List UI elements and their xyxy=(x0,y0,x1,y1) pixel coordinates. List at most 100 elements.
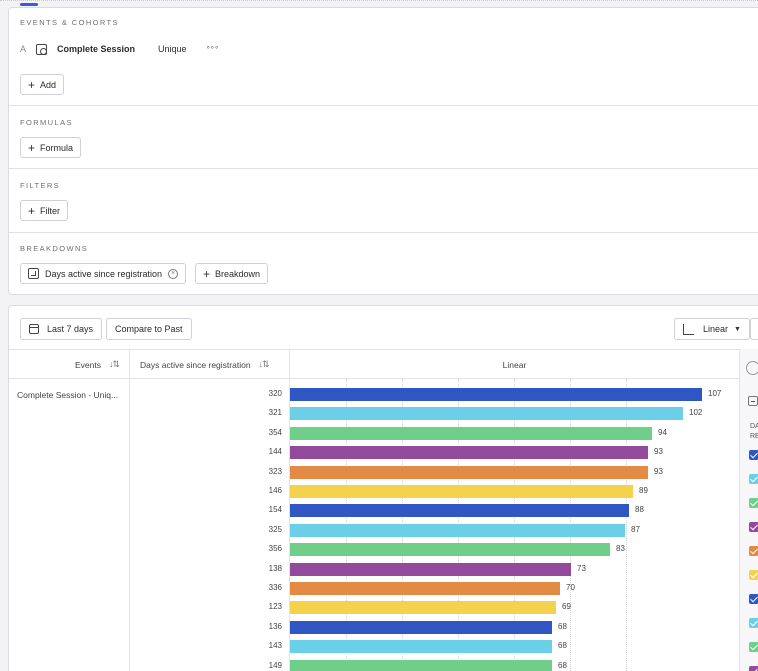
section-divider xyxy=(9,105,758,106)
event-letter: A xyxy=(20,44,27,54)
bar-value-label: 93 xyxy=(654,466,663,476)
sort-icon[interactable]: ↓⇅ xyxy=(108,359,120,369)
event-name[interactable]: Complete Session xyxy=(57,44,136,54)
legend-checkbox[interactable] xyxy=(749,594,758,604)
axis-icon xyxy=(683,323,694,335)
add-filter-label: Filter xyxy=(40,205,61,216)
bar[interactable] xyxy=(290,504,629,518)
date-range-label: Last 7 days xyxy=(47,324,94,334)
compare-to-past-button[interactable]: Compare to Past xyxy=(106,318,192,340)
query-builder-panel: EVENTS & COHORTS A Complete Session Uniq… xyxy=(8,7,758,295)
breakdown-value-label: 149 xyxy=(268,660,282,670)
collapse-all-checkbox[interactable] xyxy=(748,396,758,406)
breakdown-value-label: 154 xyxy=(268,505,282,515)
chart-type-button[interactable] xyxy=(750,318,758,340)
formulas-section-title: FORMULAS xyxy=(20,118,73,127)
bar[interactable] xyxy=(290,407,683,421)
event-type-icon xyxy=(36,43,47,55)
add-formula-button[interactable]: + Formula xyxy=(20,137,82,158)
column-divider xyxy=(129,349,130,671)
chart-column-header: Linear xyxy=(290,350,739,379)
bar-value-label: 102 xyxy=(689,408,703,418)
bar-chart: 320 107 321 102 354 94 144 93 323 93 146 89 154 88 325… xyxy=(9,379,749,671)
compare-label: Compare to Past xyxy=(115,324,183,334)
section-divider xyxy=(9,232,758,233)
breakdown-value-label: 123 xyxy=(268,602,282,612)
chart-panel: Last 7 days Compare to Past Linear ▼ Eve… xyxy=(8,305,758,671)
scale-label: Linear xyxy=(703,324,729,334)
event-cell[interactable]: Complete Session - Uniq... xyxy=(17,390,119,400)
plus-icon: + xyxy=(203,266,211,281)
bar[interactable] xyxy=(290,582,560,595)
breakdown-value-label: 136 xyxy=(268,621,282,631)
breakdown-chip-label: Days active since registration xyxy=(45,268,163,279)
legend-checkbox[interactable] xyxy=(749,642,758,652)
more-options-icon[interactable]: °°° xyxy=(206,44,220,54)
bar[interactable] xyxy=(290,659,552,671)
add-formula-label: Formula xyxy=(40,142,74,153)
breakdown-chip[interactable]: Days active since registration × xyxy=(20,263,187,284)
bar[interactable] xyxy=(290,426,652,440)
section-divider xyxy=(9,168,758,169)
bar-value-label: 69 xyxy=(562,602,571,612)
chevron-down-icon: ▼ xyxy=(734,325,741,333)
legend-checkbox[interactable] xyxy=(749,474,758,484)
plus-icon: + xyxy=(28,77,36,92)
legend-checkbox[interactable] xyxy=(749,666,758,671)
bar-value-label: 93 xyxy=(654,447,663,457)
legend-header: DA RE xyxy=(750,422,758,442)
breakdown-value-label: 144 xyxy=(268,447,282,457)
legend-checkbox[interactable] xyxy=(749,618,758,628)
breakdown-value-label: 146 xyxy=(268,486,282,495)
search-icon[interactable] xyxy=(746,361,758,375)
bar-value-label: 94 xyxy=(658,427,667,437)
calendar-icon xyxy=(29,324,39,334)
breakdown-value-label: 143 xyxy=(268,641,282,651)
add-event-button[interactable]: + Add xyxy=(20,74,65,95)
bar[interactable] xyxy=(290,388,702,401)
legend-checkbox[interactable] xyxy=(749,546,758,556)
bar[interactable] xyxy=(290,465,648,479)
top-tab-strip xyxy=(0,0,758,6)
scale-dropdown[interactable]: Linear ▼ xyxy=(674,318,750,340)
legend-checkbox[interactable] xyxy=(749,498,758,508)
sort-icon[interactable]: ↓⇅ xyxy=(258,359,270,369)
bar[interactable] xyxy=(290,620,552,634)
events-section-title: EVENTS & COHORTS xyxy=(20,18,119,27)
add-breakdown-button[interactable]: + Breakdown xyxy=(195,263,269,284)
filters-section-title: FILTERS xyxy=(20,181,61,190)
breakdown-value-label: 323 xyxy=(268,466,282,476)
bar[interactable] xyxy=(290,601,556,615)
date-range-button[interactable]: Last 7 days xyxy=(20,318,103,340)
event-measure-dropdown[interactable]: Unique xyxy=(158,44,187,54)
breakdown-property-icon xyxy=(28,268,39,279)
event-row-a[interactable]: A Complete Session Unique °°° xyxy=(20,42,219,56)
breakdown-column-label: Days active since registration xyxy=(140,359,251,370)
bar[interactable] xyxy=(290,543,610,557)
chart-column-label: Linear xyxy=(502,359,527,370)
breakdown-column-header[interactable]: Days active since registration ↓⇅ xyxy=(140,350,288,379)
bar[interactable] xyxy=(290,562,571,576)
add-filter-button[interactable]: + Filter xyxy=(20,200,69,221)
add-breakdown-label: Breakdown xyxy=(215,268,261,279)
legend-checkbox[interactable] xyxy=(749,450,758,460)
bar[interactable] xyxy=(290,446,648,460)
breakdown-value-label: 138 xyxy=(268,563,282,573)
remove-breakdown-icon[interactable]: × xyxy=(168,268,179,279)
breakdown-value-label: 354 xyxy=(268,427,282,437)
legend-checkbox[interactable] xyxy=(749,570,758,580)
bar[interactable] xyxy=(290,640,552,654)
legend-panel: DA RE xyxy=(739,349,758,671)
events-column-header[interactable]: Events ↓⇅ xyxy=(9,350,129,379)
bar[interactable] xyxy=(290,485,633,498)
bar[interactable] xyxy=(290,523,625,537)
bar-value-label: 70 xyxy=(566,583,575,592)
legend-checkbox[interactable] xyxy=(749,522,758,532)
bar-value-label: 68 xyxy=(558,660,567,670)
table-header: Events ↓⇅ Days active since registration… xyxy=(9,349,749,379)
legend-header-line2: RE xyxy=(750,433,758,440)
bar-value-label: 88 xyxy=(635,505,644,515)
add-event-label: Add xyxy=(40,79,57,90)
breakdown-value-label: 336 xyxy=(268,583,282,592)
legend-header-line1: DA xyxy=(750,423,758,430)
